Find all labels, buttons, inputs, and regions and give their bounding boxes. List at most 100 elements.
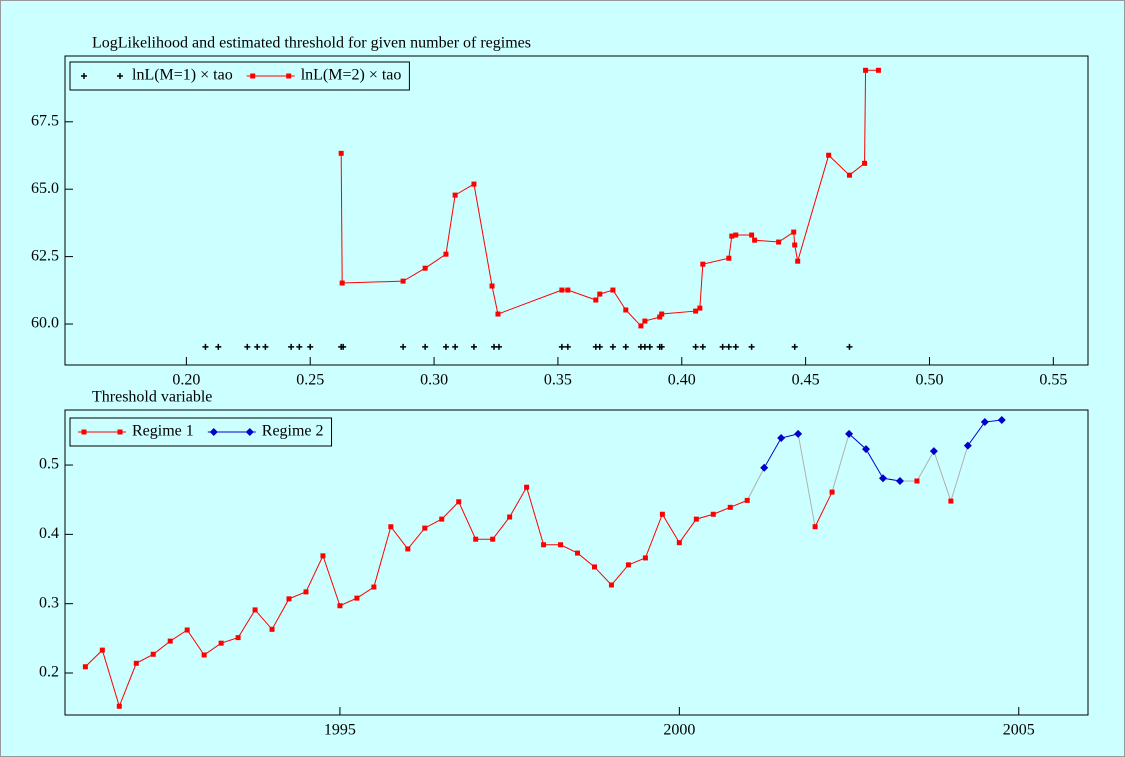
point [202, 343, 209, 350]
legend-marker [81, 429, 87, 435]
point [625, 562, 631, 568]
y-tick-label: 0.3 [39, 594, 59, 611]
x-tick-label: 2005 [1003, 722, 1035, 739]
point [303, 589, 309, 595]
point [452, 192, 458, 198]
regime-connector [797, 433, 816, 527]
point [116, 703, 122, 709]
point [337, 603, 343, 609]
legend-label: lnL(M=1) × tao [132, 67, 233, 84]
point [875, 67, 881, 73]
point [646, 343, 653, 350]
x-tick-label: 0.50 [915, 372, 943, 389]
x-tick-label: 0.30 [420, 372, 448, 389]
x-tick-label: 0.25 [296, 372, 324, 389]
point [442, 343, 449, 350]
point [215, 343, 222, 350]
regime-connector [933, 451, 952, 502]
point [400, 343, 407, 350]
point [609, 343, 616, 350]
point [895, 476, 904, 485]
point [748, 343, 755, 350]
point [443, 251, 449, 257]
point [471, 181, 477, 187]
plot-area [64, 55, 1089, 366]
point [184, 627, 190, 633]
point [700, 261, 706, 267]
legend-label: lnL(M=2) × tao [301, 67, 402, 84]
point [254, 343, 261, 350]
point [795, 258, 801, 264]
point [307, 343, 314, 350]
point [862, 445, 871, 454]
point [296, 343, 303, 350]
point [726, 255, 732, 261]
legend-marker [117, 73, 123, 79]
legend-marker [250, 73, 256, 79]
point [744, 497, 750, 503]
y-tick-label: 0.2 [39, 664, 59, 681]
point [167, 638, 173, 644]
point [642, 318, 648, 324]
point [439, 516, 445, 522]
point [878, 474, 887, 483]
legend-box [69, 417, 333, 447]
point [452, 343, 459, 350]
point [826, 152, 832, 158]
x-tick-label: 0.45 [792, 372, 820, 389]
legend-box [69, 61, 410, 91]
point [524, 484, 530, 490]
point [846, 172, 852, 178]
point [495, 311, 501, 317]
point [622, 343, 629, 350]
point [400, 278, 406, 284]
point [596, 343, 603, 350]
legend-marker [245, 428, 254, 436]
point [794, 429, 803, 438]
point [963, 441, 972, 450]
point [676, 540, 682, 546]
point [269, 626, 275, 632]
point [470, 343, 477, 350]
x-tick-label: 0.55 [1039, 372, 1067, 389]
point [914, 478, 920, 484]
legend-marker [209, 428, 218, 436]
point [456, 499, 462, 505]
point [732, 343, 739, 350]
point [422, 525, 428, 531]
regime-connector [950, 445, 969, 502]
y-tick-label: 62.5 [31, 247, 59, 264]
point [699, 343, 706, 350]
point [558, 542, 564, 548]
x-tick-label: 0.35 [544, 372, 572, 389]
point [388, 524, 394, 530]
point [948, 498, 954, 504]
point [82, 664, 88, 670]
point [201, 652, 207, 658]
point [541, 542, 547, 548]
point [863, 67, 869, 73]
point [693, 516, 699, 522]
point [507, 514, 513, 520]
point [692, 343, 699, 350]
point [749, 232, 755, 238]
point [244, 343, 251, 350]
point [593, 297, 599, 303]
point [829, 489, 835, 495]
point [218, 640, 224, 646]
point [659, 511, 665, 517]
point [320, 553, 326, 559]
point [608, 582, 614, 588]
point [812, 524, 818, 530]
point [777, 434, 786, 443]
point [623, 307, 629, 313]
point [371, 584, 377, 590]
point [133, 660, 139, 666]
point [862, 160, 868, 166]
plot-area [64, 409, 1089, 716]
point [729, 233, 735, 239]
y-tick-label: 0.4 [39, 525, 59, 542]
point [564, 343, 571, 350]
point [286, 596, 292, 602]
